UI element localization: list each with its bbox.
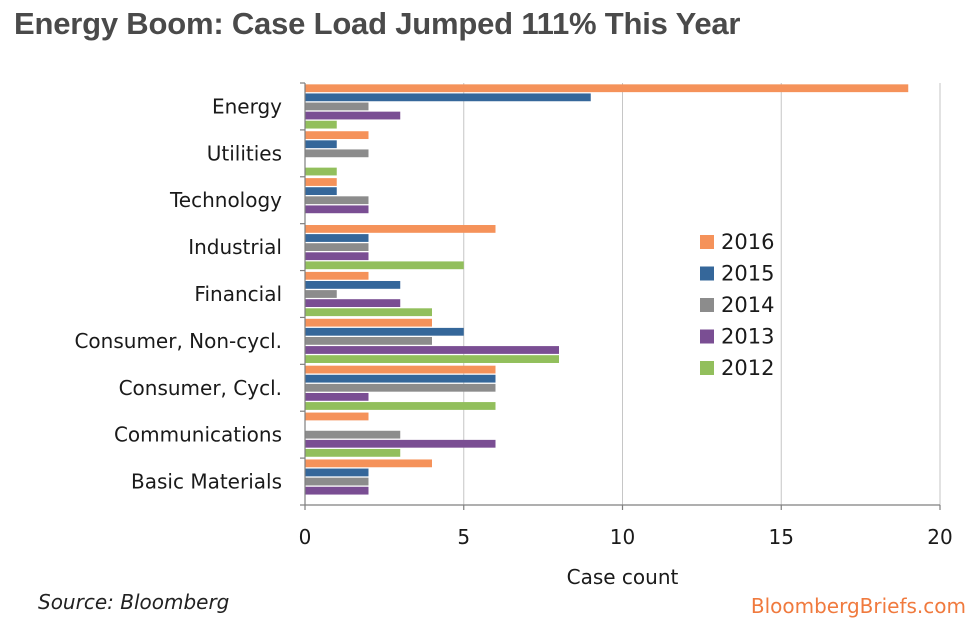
- bar-2014-2: [305, 196, 369, 205]
- x-tick-label: 10: [610, 525, 635, 549]
- bar-2016-6: [305, 365, 496, 374]
- bar-2015-8: [305, 468, 369, 477]
- bar-2013-2: [305, 205, 369, 214]
- bar-2013-7: [305, 439, 496, 448]
- bar-2012-5: [305, 355, 559, 363]
- bar-2012-7: [305, 448, 401, 457]
- bar-2013-6: [305, 392, 369, 401]
- bar-2012-0: [305, 120, 337, 129]
- bar-2015-4: [305, 281, 401, 289]
- bar-2013-4: [305, 299, 401, 307]
- bar-2015-5: [305, 327, 464, 336]
- legend-label-2013: 2013: [721, 325, 774, 349]
- category-label: Consumer, Cycl.: [119, 376, 282, 400]
- bar-2016-4: [305, 271, 369, 280]
- bar-2012-1: [305, 167, 337, 176]
- bar-2014-7: [305, 430, 401, 439]
- legend-swatch-2014: [700, 298, 714, 312]
- bar-2012-6: [305, 402, 496, 410]
- legend-label-2012: 2012: [721, 356, 774, 380]
- x-tick-label: 0: [299, 525, 312, 549]
- source-note: Source: Bloomberg: [38, 590, 230, 614]
- bar-2013-0: [305, 111, 401, 120]
- bar-2015-1: [305, 140, 337, 149]
- category-labels: Energy Utilities Technology Industrial Finan…: [74, 94, 282, 493]
- bar-2014-3: [305, 243, 369, 252]
- category-label: Communications: [114, 423, 282, 447]
- bar-2012-4: [305, 308, 432, 317]
- bar-2016-3: [305, 225, 496, 233]
- category-label: Energy: [212, 94, 282, 118]
- bar-2016-8: [305, 459, 432, 468]
- category-label: Technology: [169, 188, 282, 212]
- bar-2014-4: [305, 290, 337, 298]
- category-label: Consumer, Non-cycl.: [74, 329, 282, 353]
- bar-2015-6: [305, 374, 496, 383]
- brand-logo: BloombergBriefs.com: [750, 594, 966, 618]
- category-label: Utilities: [207, 141, 282, 165]
- chart-title: Energy Boom: Case Load Jumped 111% This …: [14, 6, 741, 41]
- legend-swatch-2013: [700, 329, 714, 344]
- bar-2012-3: [305, 261, 464, 270]
- bar-2013-5: [305, 346, 559, 354]
- legend: 2016 2015 2014 2013 2012: [700, 230, 774, 380]
- bar-2014-5: [305, 336, 432, 345]
- legend-swatch-2016: [700, 235, 714, 249]
- bar-2016-5: [305, 318, 432, 327]
- bar-2015-3: [305, 234, 369, 242]
- bar-2016-1: [305, 131, 369, 140]
- legend-label-2015: 2015: [721, 262, 774, 286]
- category-label: Financial: [194, 282, 282, 306]
- x-tick-label: 15: [769, 525, 794, 549]
- legend-label-2014: 2014: [721, 293, 774, 317]
- bar-2013-3: [305, 252, 369, 261]
- legend-label-2016: 2016: [721, 230, 774, 254]
- x-tick-labels: 0 5 10 15 20: [299, 525, 953, 549]
- legend-swatch-2015: [700, 266, 714, 281]
- category-label: Industrial: [188, 235, 282, 259]
- bar-2016-0: [305, 84, 909, 93]
- x-axis-title: Case count: [567, 565, 679, 589]
- bar-2016-7: [305, 412, 369, 421]
- bar-2014-0: [305, 102, 369, 111]
- bar-2013-8: [305, 486, 369, 495]
- axes: [300, 82, 941, 510]
- x-tick-label: 20: [927, 525, 952, 549]
- bar-2014-6: [305, 383, 496, 392]
- bars: [305, 84, 909, 495]
- bar-2016-2: [305, 178, 337, 186]
- bar-2015-2: [305, 187, 337, 196]
- x-tick-label: 5: [457, 525, 470, 549]
- bar-2015-0: [305, 93, 591, 102]
- legend-swatch-2012: [700, 361, 714, 375]
- gridlines: [463, 83, 941, 505]
- bar-2014-8: [305, 477, 369, 486]
- bar-2014-1: [305, 149, 369, 158]
- category-label: Basic Materials: [131, 470, 282, 494]
